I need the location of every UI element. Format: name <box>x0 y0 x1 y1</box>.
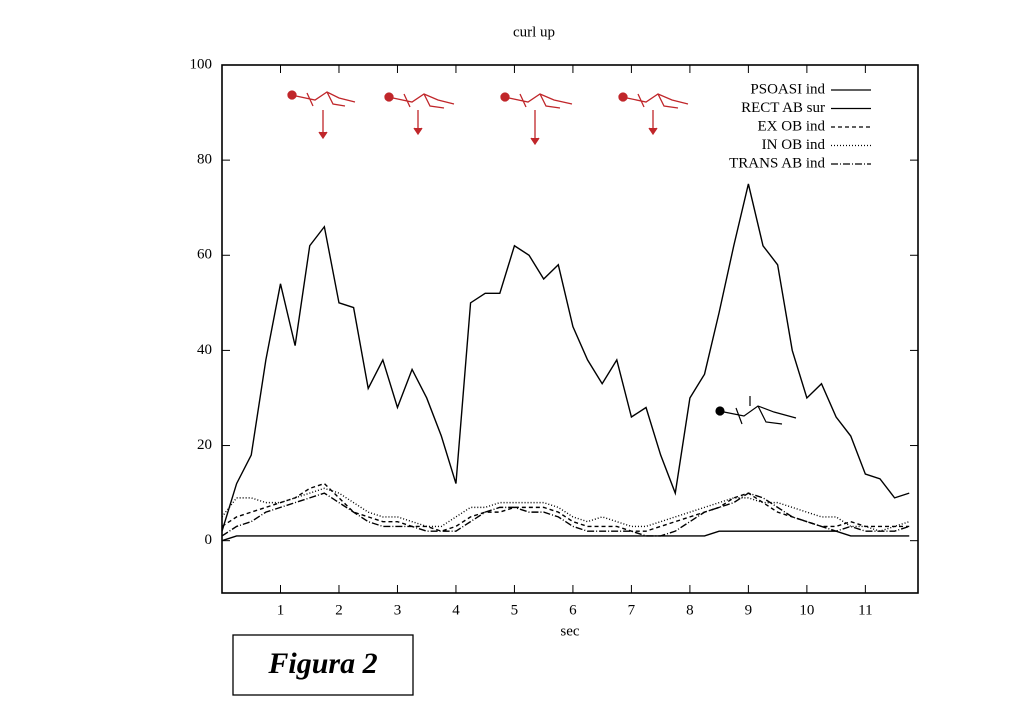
y-tick-label: 0 <box>205 532 213 548</box>
x-tick-label: 8 <box>686 602 694 618</box>
x-axis-label: sec <box>560 623 579 639</box>
curl-icons <box>287 90 689 146</box>
legend-label: EX OB ind <box>758 118 826 134</box>
caption: Figura 2 <box>267 647 377 680</box>
y-tick-label: 80 <box>197 152 212 168</box>
x-tick-label: 5 <box>511 602 519 618</box>
legend-label: RECT AB sur <box>741 100 825 116</box>
x-tick-label: 6 <box>569 602 577 618</box>
caption-box <box>232 634 414 696</box>
x-tick-label: 9 <box>745 602 753 618</box>
black-icon <box>715 396 797 425</box>
series-line <box>221 492 910 537</box>
series-line <box>221 487 910 532</box>
y-tick-label: 100 <box>190 56 213 72</box>
series-line <box>221 183 910 532</box>
series-line <box>221 530 910 542</box>
legend-label: PSOASI ind <box>750 81 825 97</box>
series-line <box>221 482 910 532</box>
x-tick-label: 3 <box>394 602 402 618</box>
y-tick-label: 20 <box>197 437 212 453</box>
y-tick-label: 40 <box>197 342 212 358</box>
x-tick-label: 7 <box>628 602 636 618</box>
plot-frame <box>221 64 919 594</box>
x-tick-label: 11 <box>858 602 872 618</box>
x-tick-label: 1 <box>277 602 285 618</box>
legend-label: TRANS AB ind <box>729 155 825 171</box>
x-tick-label: 10 <box>799 602 814 618</box>
x-tick-label: 2 <box>335 602 343 618</box>
y-tick-label: 60 <box>197 247 212 263</box>
chart-title: curl up <box>513 24 555 40</box>
legend-label: IN OB ind <box>762 137 826 153</box>
x-tick-label: 4 <box>452 602 460 618</box>
